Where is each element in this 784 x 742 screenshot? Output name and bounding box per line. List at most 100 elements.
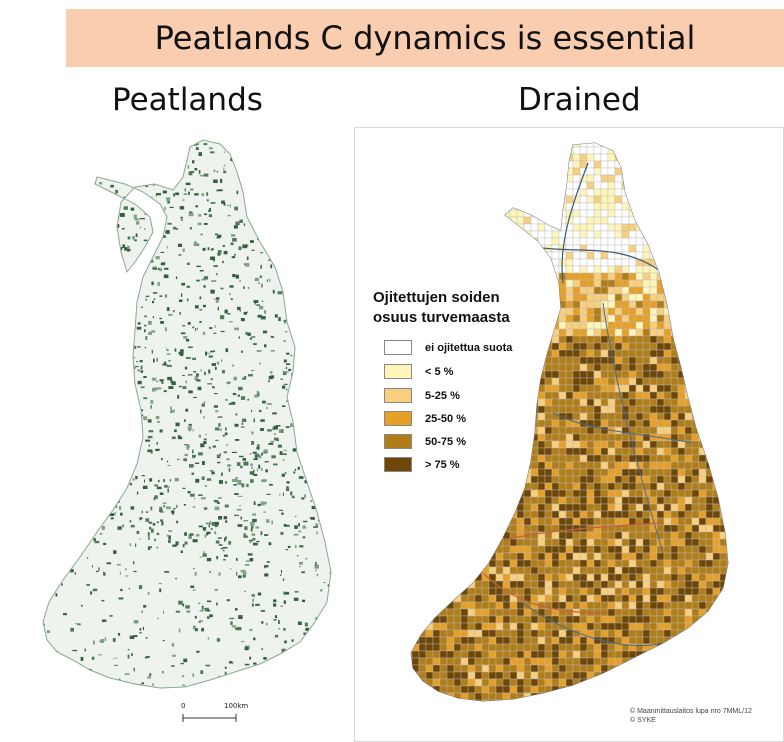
grid-cell xyxy=(684,146,693,155)
peat-patch xyxy=(39,574,42,578)
peat-patch xyxy=(146,146,149,149)
peat-patch xyxy=(167,488,169,493)
grid-cell xyxy=(628,356,637,365)
peat-patch xyxy=(119,437,123,442)
peat-patch xyxy=(157,617,159,620)
peat-patch xyxy=(326,483,328,486)
grid-cell xyxy=(558,447,567,456)
peat-patch xyxy=(58,242,61,247)
peat-patch xyxy=(216,297,220,301)
peat-patch xyxy=(101,619,107,622)
peat-patch xyxy=(26,359,28,361)
peat-patch xyxy=(258,464,261,469)
peat-patch xyxy=(97,149,100,153)
peat-patch xyxy=(268,443,274,445)
peat-patch xyxy=(192,673,194,677)
grid-cell xyxy=(391,168,398,175)
grid-cell xyxy=(384,231,391,238)
grid-cell xyxy=(530,335,539,344)
peat-patch xyxy=(108,466,113,470)
peat-patch xyxy=(89,150,93,155)
grid-cell xyxy=(474,174,483,183)
grid-cell xyxy=(432,272,441,281)
peat-patch xyxy=(119,506,122,510)
peat-patch xyxy=(276,231,280,235)
peat-patch xyxy=(77,481,79,484)
grid-cell xyxy=(656,244,665,253)
grid-cell xyxy=(481,272,490,281)
grid-cell xyxy=(600,279,609,288)
peat-patch xyxy=(145,637,148,639)
grid-cell xyxy=(684,230,693,239)
peat-patch xyxy=(44,363,48,367)
grid-cell xyxy=(537,188,546,197)
grid-cell xyxy=(453,426,462,435)
grid-cell xyxy=(705,314,714,323)
grid-cell xyxy=(684,468,693,477)
grid-cell xyxy=(691,230,700,239)
peat-patch xyxy=(199,134,200,135)
grid-cell xyxy=(551,461,560,470)
peat-patch xyxy=(155,194,157,197)
grid-cell xyxy=(607,370,616,379)
grid-cell xyxy=(474,230,483,239)
grid-cell xyxy=(551,384,560,393)
peat-patch xyxy=(198,494,203,496)
peat-patch xyxy=(323,420,325,424)
grid-cell xyxy=(635,251,644,260)
grid-cell xyxy=(691,202,700,211)
peat-patch xyxy=(267,680,269,683)
grid-cell xyxy=(558,160,567,169)
grid-cell xyxy=(481,384,490,393)
peat-patch xyxy=(79,188,83,192)
peat-patch xyxy=(76,288,82,291)
peat-patch xyxy=(283,591,286,595)
peat-patch xyxy=(278,317,281,321)
peat-patch xyxy=(45,295,47,297)
peat-patch xyxy=(287,545,291,548)
grid-cell xyxy=(531,133,538,140)
grid-cell xyxy=(523,258,532,267)
grid-cell xyxy=(684,265,693,274)
grid-cell xyxy=(565,377,574,386)
grid-cell xyxy=(741,147,748,154)
peat-patch xyxy=(170,406,172,410)
grid-cell xyxy=(607,447,616,456)
grid-cell xyxy=(607,223,616,232)
grid-cell xyxy=(628,167,637,176)
grid-cell xyxy=(363,294,370,301)
grid-cell xyxy=(411,167,420,176)
peat-patch xyxy=(211,280,217,282)
peat-patch xyxy=(62,366,66,369)
grid-cell xyxy=(719,209,728,218)
peat-patch xyxy=(319,322,325,326)
peat-patch xyxy=(63,544,66,548)
grid-cell xyxy=(579,237,588,246)
grid-cell xyxy=(642,160,651,169)
peat-patch xyxy=(150,400,154,404)
peat-patch xyxy=(224,309,228,314)
peat-patch xyxy=(343,618,345,619)
peat-patch xyxy=(246,174,250,179)
peat-patch xyxy=(204,213,207,216)
peat-patch xyxy=(177,243,183,247)
grid-cell xyxy=(656,307,665,316)
peat-patch xyxy=(86,189,90,193)
grid-cell xyxy=(551,230,560,239)
grid-cell xyxy=(474,167,483,176)
grid-cell xyxy=(363,140,370,147)
grid-cell xyxy=(474,279,483,288)
peat-patch xyxy=(234,514,239,517)
grid-cell xyxy=(628,181,637,190)
peat-patch xyxy=(223,516,228,520)
grid-cell xyxy=(628,419,637,428)
grid-cell xyxy=(656,377,665,386)
grid-cell xyxy=(755,210,762,217)
grid-cell xyxy=(705,293,714,302)
peat-patch xyxy=(310,454,313,456)
peat-patch xyxy=(341,263,345,265)
grid-cell xyxy=(734,245,741,252)
peat-patch xyxy=(32,683,35,687)
grid-cell xyxy=(684,181,693,190)
grid-cell xyxy=(712,433,721,442)
